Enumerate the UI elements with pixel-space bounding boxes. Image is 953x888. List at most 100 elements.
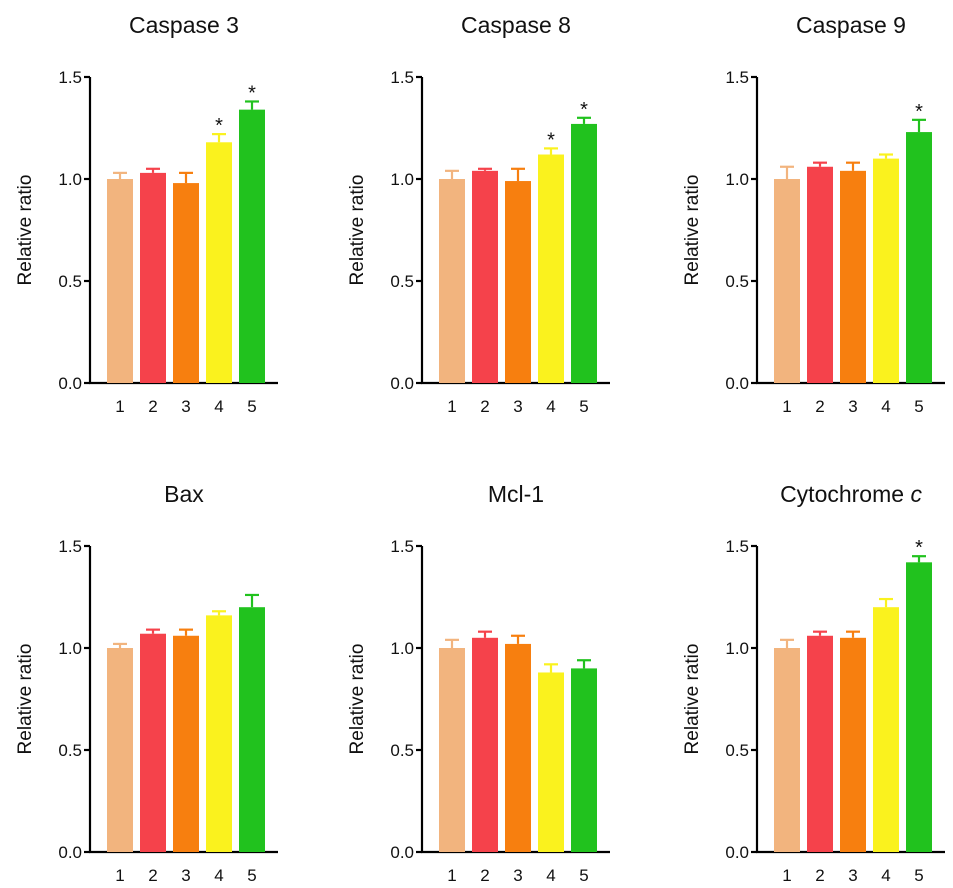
y-tick-label: 0.0 (390, 843, 414, 862)
y-tick-label: 0.5 (390, 272, 414, 291)
x-tick-label: 5 (247, 397, 256, 416)
bar (807, 166, 833, 383)
chart-panel: Caspase 8 Relative ratio 0.0 0.5 1.0 1.5 1 2 3 * 4… (347, 12, 610, 416)
bar (439, 179, 465, 383)
bar (472, 170, 498, 383)
bar (505, 643, 531, 852)
chart-title-text: Caspase 8 (461, 12, 571, 38)
chart-title: Mcl-1 (488, 481, 544, 507)
y-tick-label: 1.5 (725, 537, 749, 556)
y-axis-label: Relative ratio (15, 644, 36, 755)
bar (239, 109, 265, 383)
bar (873, 158, 899, 383)
bar (873, 607, 899, 852)
chart-title-text: Bax (164, 481, 204, 507)
x-tick-label: 3 (513, 866, 522, 885)
y-tick-label: 0.0 (58, 843, 82, 862)
y-tick-label: 1.5 (58, 68, 82, 87)
y-tick-label: 1.5 (58, 537, 82, 556)
bar (906, 132, 932, 383)
y-tick-label: 0.5 (725, 741, 749, 760)
bar (774, 179, 800, 383)
y-tick-label: 1.0 (725, 170, 749, 189)
chart-panel: Bax Relative ratio 0.0 0.5 1.0 1.5 1 2 3 4 5 (15, 481, 278, 885)
chart-panel: Caspase 3 Relative ratio 0.0 0.5 1.0 1.5 1 2 3 * 4… (15, 12, 278, 416)
significance-marker: * (547, 129, 555, 151)
bar (140, 633, 166, 852)
significance-marker: * (915, 101, 923, 123)
significance-marker: * (580, 99, 588, 121)
x-tick-label: 4 (546, 397, 555, 416)
y-axis-label: Relative ratio (15, 175, 36, 286)
y-tick-label: 1.0 (725, 639, 749, 658)
x-tick-label: 5 (579, 866, 588, 885)
chart-title-text: Caspase 3 (129, 12, 239, 38)
y-tick-label: 0.5 (725, 272, 749, 291)
y-axis-label: Relative ratio (682, 175, 703, 286)
y-axis-label: Relative ratio (347, 644, 368, 755)
y-tick-label: 0.0 (725, 374, 749, 393)
y-tick-label: 1.5 (390, 68, 414, 87)
chart-title-italic: c (910, 481, 922, 507)
y-axis-label: Relative ratio (347, 175, 368, 286)
x-tick-label: 1 (447, 397, 456, 416)
x-tick-label: 1 (782, 866, 791, 885)
y-tick-label: 0.0 (58, 374, 82, 393)
x-tick-label: 5 (914, 397, 923, 416)
bar (840, 637, 866, 852)
significance-marker: * (215, 115, 223, 137)
x-tick-label: 2 (480, 397, 489, 416)
bar (173, 183, 199, 383)
chart-title: Caspase 3 (129, 12, 239, 38)
x-tick-label: 3 (848, 866, 857, 885)
y-tick-label: 1.5 (725, 68, 749, 87)
x-tick-label: 2 (148, 397, 157, 416)
bar (206, 142, 232, 383)
x-tick-label: 4 (881, 397, 890, 416)
bar (173, 635, 199, 852)
bar (239, 607, 265, 852)
chart-title: Bax (164, 481, 204, 507)
x-tick-label: 1 (115, 866, 124, 885)
chart-title-text: Caspase 9 (796, 12, 906, 38)
x-tick-label: 1 (447, 866, 456, 885)
x-tick-label: 3 (181, 866, 190, 885)
chart-title: Caspase 9 (796, 12, 906, 38)
bar (107, 179, 133, 383)
x-tick-label: 1 (782, 397, 791, 416)
chart-title: Cytochrome c (780, 481, 922, 507)
bar (774, 648, 800, 852)
bar (807, 635, 833, 852)
y-tick-label: 1.0 (58, 639, 82, 658)
bar (571, 123, 597, 384)
bar (140, 172, 166, 383)
x-tick-label: 4 (214, 397, 223, 416)
x-tick-label: 2 (815, 866, 824, 885)
y-axis-label: Relative ratio (682, 644, 703, 755)
y-tick-label: 1.0 (390, 170, 414, 189)
y-tick-label: 0.0 (725, 843, 749, 862)
chart-title-text: Mcl-1 (488, 481, 544, 507)
y-tick-label: 0.5 (390, 741, 414, 760)
bar (472, 637, 498, 852)
x-tick-label: 3 (181, 397, 190, 416)
x-tick-label: 3 (513, 397, 522, 416)
y-tick-label: 1.0 (58, 170, 82, 189)
bar (505, 181, 531, 383)
x-tick-label: 3 (848, 397, 857, 416)
x-tick-label: 1 (115, 397, 124, 416)
chart-panel: Caspase 9 Relative ratio 0.0 0.5 1.0 1.5 1 2 3 4 *… (682, 12, 945, 416)
x-tick-label: 5 (247, 866, 256, 885)
chart-title-text: Cytochrome (780, 481, 910, 507)
x-tick-label: 5 (914, 866, 923, 885)
bar (538, 154, 564, 383)
chart-panel: Mcl-1 Relative ratio 0.0 0.5 1.0 1.5 1 2 3 4 5 (347, 481, 610, 885)
bar (439, 648, 465, 852)
significance-marker: * (248, 82, 256, 104)
significance-marker: * (915, 537, 923, 559)
y-tick-label: 1.0 (390, 639, 414, 658)
bar (840, 170, 866, 383)
x-tick-label: 2 (480, 866, 489, 885)
chart-panel: Cytochrome c Relative ratio 0.0 0.5 1.0 1.5 1 2… (682, 481, 945, 885)
